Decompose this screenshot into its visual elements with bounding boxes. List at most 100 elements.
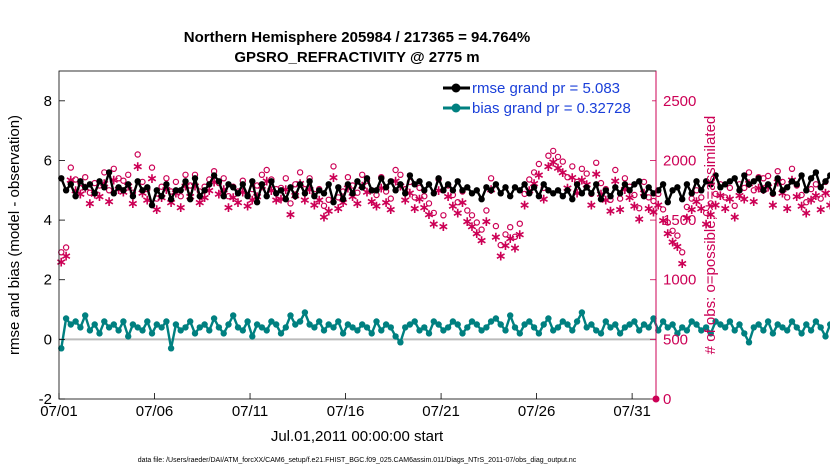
rmse-point — [296, 181, 304, 188]
bias-point — [559, 318, 566, 325]
obs-possible-point — [702, 209, 710, 217]
rmse-point — [569, 196, 576, 203]
bias-point — [679, 324, 686, 331]
bias-point — [449, 318, 457, 325]
obs-assimilated-point: ∗ — [447, 199, 459, 215]
obs-possible-point — [67, 164, 75, 171]
obs-possible-point — [621, 175, 629, 182]
obs-assimilated-point: ∗ — [275, 191, 287, 207]
bias-point — [115, 327, 122, 334]
obs-assimilated-point: ∗ — [614, 202, 626, 218]
obs-possible-point — [163, 175, 170, 182]
rmse-point — [349, 190, 356, 197]
rmse-point — [473, 187, 480, 194]
right-y-tick-label: 500 — [663, 331, 688, 348]
bias-point — [545, 315, 552, 322]
obs-assimilated-point: ∗ — [600, 193, 612, 209]
obs-assimilated-point: ∗ — [380, 195, 392, 211]
obs-possible-point — [502, 231, 509, 238]
obs-assimilated-point: ∗ — [471, 226, 483, 242]
obs-possible-point — [105, 187, 113, 194]
rmse-point — [62, 187, 70, 194]
bias-point — [273, 321, 280, 328]
rmse-point — [230, 184, 237, 191]
rmse-point — [554, 187, 562, 194]
bias-point — [225, 321, 232, 328]
bias-point — [588, 321, 595, 328]
left-y-axis: -2 0 2 4 6 8 — [39, 93, 65, 408]
obs-possible-point — [726, 184, 734, 192]
obs-assimilated-point: ∗ — [318, 209, 330, 225]
obs-assimilated-point: ∗ — [180, 178, 192, 194]
rmse-point — [359, 184, 366, 191]
bias-point — [105, 324, 113, 331]
obs-assimilated-point: ∗ — [332, 201, 344, 217]
obs-assimilated-point: ∗ — [60, 249, 72, 265]
obs-possible-point — [182, 171, 189, 178]
obs-assimilated-point: ∗ — [299, 193, 311, 209]
bias-point — [468, 318, 476, 325]
obs-possible-point — [827, 190, 830, 198]
bias-point — [827, 321, 830, 328]
obs-possible-point — [344, 173, 352, 181]
obs-possible-point — [478, 226, 485, 233]
bias-point — [573, 318, 581, 325]
bias-point — [492, 315, 500, 322]
obs-assimilated-point: ∗ — [433, 183, 445, 199]
rmse-point — [626, 187, 633, 194]
bias-point — [779, 324, 786, 331]
obs-assimilated-point: ∗ — [285, 207, 297, 223]
rmse-point — [249, 178, 256, 185]
rmse-point — [120, 187, 127, 194]
rmse-point — [588, 190, 595, 197]
rmse-point — [115, 184, 122, 191]
obs-possible-point — [468, 212, 476, 219]
left-y-tick-label: 0 — [44, 331, 52, 348]
obs-assimilated-point: ∗ — [557, 165, 569, 181]
obs-assimilated-point: ∗ — [423, 207, 435, 223]
rmse-point — [287, 184, 294, 191]
rmse-point — [86, 181, 94, 188]
chart-title-line2: GPSRO_REFRACTIVITY @ 2775 m — [234, 49, 479, 66]
bias-point — [764, 318, 772, 325]
rmse-point — [311, 193, 318, 200]
obs-assimilated-point: ∗ — [633, 212, 645, 228]
bias-point — [58, 345, 65, 352]
rmse-point — [712, 172, 719, 179]
bias-point — [731, 327, 738, 334]
obs-possible-point — [526, 176, 533, 183]
bias-series — [58, 309, 830, 352]
bias-point — [807, 327, 815, 334]
bias-point — [287, 312, 294, 319]
obs-assimilated-point: ∗ — [566, 170, 578, 186]
bias-point — [521, 321, 528, 328]
obs-assimilated-point: ∗ — [218, 182, 230, 198]
obs-assimilated-point: ∗ — [428, 217, 440, 233]
rmse-point — [58, 175, 65, 182]
obs-assimilated-point: ∗ — [543, 159, 555, 175]
obs-possible-point — [636, 204, 643, 212]
obs-possible-point — [392, 166, 399, 174]
bias-point — [774, 321, 781, 328]
rmse-point — [659, 181, 667, 188]
obs-possible-point — [764, 172, 772, 180]
obs-assimilated-point: ∗ — [619, 182, 631, 198]
obs-assimilated-point: ∗ — [203, 183, 215, 199]
bias-point — [177, 327, 184, 334]
obs-possible-point — [397, 171, 404, 178]
obs-possible-point — [559, 158, 567, 165]
bias-point — [702, 324, 710, 331]
obs-possible-point — [421, 192, 428, 200]
rmse-point — [129, 193, 137, 200]
rmse-point — [784, 184, 791, 191]
obs-possible-point — [124, 171, 132, 178]
bias-point — [378, 327, 385, 334]
obs-assimilated-point: ∗ — [457, 195, 469, 211]
obs-assimilated-point: ∗ — [681, 211, 693, 227]
bias-point — [82, 312, 89, 319]
obs-assimilated-point: ∗ — [796, 199, 808, 215]
rmse-point — [163, 181, 170, 188]
obs-assimilated-point: ∗ — [165, 195, 177, 211]
bias-point — [698, 327, 705, 334]
bias-point — [339, 330, 347, 337]
